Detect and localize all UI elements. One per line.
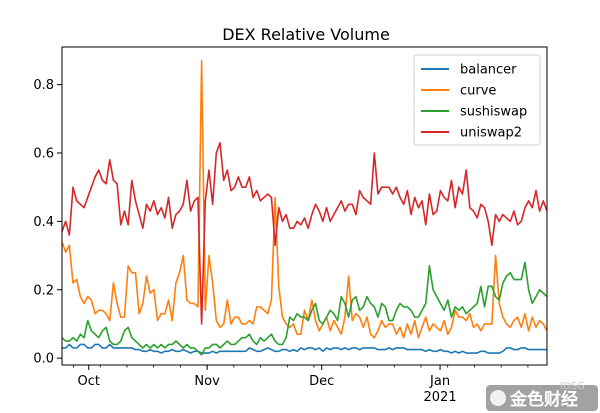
- plot-lines: [62, 59, 547, 356]
- x-tick-label: Jan: [429, 374, 450, 389]
- x-tick-label: Oct: [77, 374, 99, 389]
- y-tick-label: 0.0: [33, 352, 54, 367]
- watermark-brand-text: 金色财经: [509, 389, 578, 410]
- y-tick-label: 0.6: [33, 147, 54, 162]
- y-tick-label: 0.8: [33, 78, 54, 93]
- series-line-balancer: [62, 343, 547, 354]
- y-tick-label: 0.4: [33, 215, 54, 230]
- legend-label-uniswap2: uniswap2: [460, 126, 522, 141]
- legend-label-sushiswap: sushiswap: [460, 105, 527, 120]
- legend-label-balancer: balancer: [460, 63, 517, 78]
- legend: balancer curve sushiswap uniswap2: [413, 54, 541, 146]
- watermark: 金色财经 IOSG: [486, 381, 598, 411]
- chart-title: DEX Relative Volume: [222, 25, 390, 44]
- legend-label-curve: curve: [460, 84, 496, 99]
- watermark-badge: [486, 385, 598, 411]
- y-axis: 0.0 0.2 0.4 0.6 0.8: [33, 78, 62, 367]
- watermark-corner-text: IOSG: [560, 381, 585, 392]
- series-line-sushiswap: [62, 261, 547, 356]
- axes-frame: [61, 46, 548, 366]
- series-line-curve: [62, 59, 547, 339]
- y-tick-label: 0.2: [33, 283, 54, 298]
- x-tick-year-label: 2021: [424, 390, 457, 405]
- watermark-logo-icon: [490, 390, 506, 406]
- x-tick-label: Dec: [309, 374, 334, 389]
- legend-box: [413, 54, 541, 146]
- series-line-uniswap2: [62, 141, 547, 325]
- x-tick-label: Nov: [194, 374, 220, 389]
